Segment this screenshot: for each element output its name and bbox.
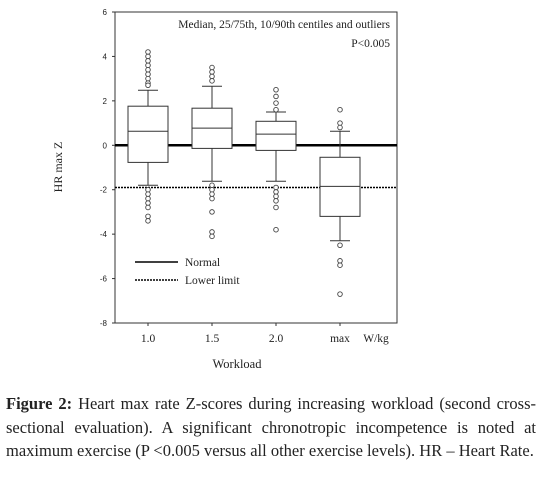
outlier [145, 82, 151, 89]
y-tick-label: 6 [103, 8, 108, 17]
outlier [337, 106, 343, 113]
outlier [209, 229, 215, 235]
outlier [337, 291, 343, 297]
outlier [209, 209, 215, 215]
outlier [209, 69, 215, 75]
outlier [145, 62, 151, 69]
outlier [145, 67, 151, 73]
outlier [273, 184, 279, 191]
outlier [273, 93, 279, 100]
x-tick-label: 2.0 [269, 333, 284, 345]
caption: Figure 2: Heart max rate Z-scores during… [6, 392, 536, 463]
outlier [273, 226, 279, 233]
outlier [145, 204, 151, 211]
y-tick-label: -6 [100, 275, 108, 284]
outlier [209, 191, 215, 197]
outlier [337, 262, 343, 268]
outlier [273, 100, 279, 106]
x-tick-label: max [330, 333, 350, 345]
outlier [209, 73, 215, 80]
outlier [145, 191, 151, 197]
outlier [145, 195, 151, 202]
outlier [209, 186, 215, 193]
outlier [273, 204, 279, 211]
outlier [273, 198, 279, 204]
outlier [145, 213, 151, 220]
legend-label: Lower limit [185, 275, 240, 287]
x-axis-label: Workload [213, 357, 263, 371]
outlier [145, 200, 151, 206]
outlier [145, 58, 151, 64]
y-tick-label: -2 [100, 186, 108, 195]
y-tick-label: -8 [100, 319, 108, 328]
outlier [273, 193, 279, 200]
outlier [209, 78, 215, 84]
legend-label: Normal [185, 257, 220, 269]
outlier [337, 124, 343, 131]
y-axis-label: HR max Z [51, 142, 65, 193]
outlier [209, 195, 215, 202]
box [127, 105, 169, 163]
outlier [145, 218, 151, 224]
outlier [337, 242, 343, 248]
outlier [273, 189, 279, 195]
outlier [209, 182, 215, 189]
outlier [145, 75, 151, 82]
annotation: Median, 25/75th, 10/90th centiles and ou… [178, 19, 390, 31]
outlier [209, 64, 215, 71]
outlier [145, 71, 151, 77]
caption-text: Heart max rate Z-scores during increasin… [6, 394, 537, 460]
outlier [145, 49, 151, 55]
annotation: P<0.005 [351, 38, 390, 50]
y-tick-label: 0 [103, 141, 108, 150]
x-tick-label: 1.0 [141, 333, 156, 345]
y-tick-label: 4 [103, 52, 108, 61]
outlier [273, 106, 279, 113]
outlier [337, 120, 343, 126]
x-tick-label: 1.5 [205, 333, 220, 345]
outlier [145, 186, 151, 193]
outlier [337, 258, 343, 264]
outlier [273, 86, 279, 93]
y-tick-label: 2 [103, 97, 108, 106]
x-unit: W/kg [363, 333, 389, 345]
plot-frame [114, 11, 398, 324]
caption-label: Figure 2: [6, 394, 73, 413]
chart: HR max Z Workload W/kg Median, 25/75th, … [51, 8, 398, 371]
y-tick-label: -4 [100, 230, 108, 239]
outlier [145, 53, 151, 60]
outlier [209, 233, 215, 240]
box [255, 120, 297, 151]
